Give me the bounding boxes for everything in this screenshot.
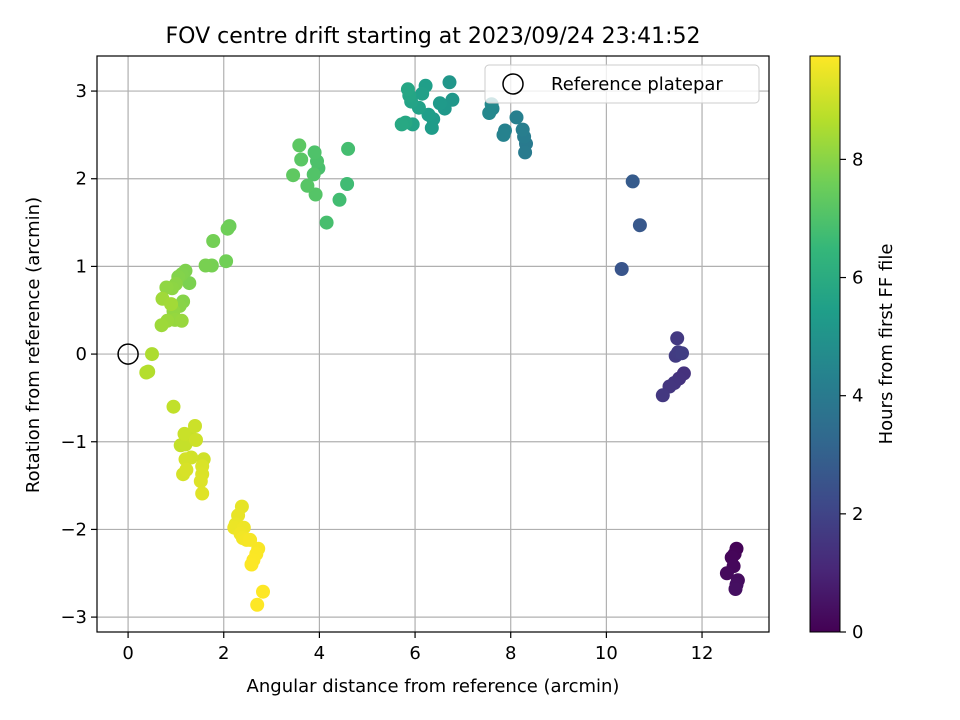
data-point [424,120,439,135]
data-point [219,254,234,269]
data-point [719,566,734,581]
data-point [195,486,210,501]
data-point [294,152,309,167]
data-point [340,177,355,191]
data-point [670,331,685,346]
data-point [145,347,159,362]
data-point [256,584,270,599]
data-point [332,192,347,207]
data-point [178,452,193,467]
data-point [496,127,511,142]
legend-box [484,64,760,104]
data-point [164,297,179,312]
x-tick-label: 12 [691,643,714,664]
data-point [625,174,640,189]
data-point [675,346,689,361]
y-tick-label: 3 [76,81,87,102]
data-point [220,221,235,236]
data-point [300,178,315,193]
data-point [421,107,436,122]
data-point [432,96,447,111]
colorbar-tick-label: 2 [852,504,863,525]
colorbar-frame [809,55,841,633]
colorbar-tick-label: 0 [852,622,863,643]
colorbar-tick-label: 4 [852,386,863,407]
data-point [614,262,629,276]
data-point [394,117,409,132]
y-tick-label: 2 [76,169,87,190]
data-point [286,168,301,183]
data-point [166,399,181,414]
data-point [415,86,430,101]
data-point [139,365,154,380]
data-point [728,582,743,596]
legend-label-reference: Reference platepar [551,74,723,95]
x-tick-label: 6 [409,643,420,664]
data-point [341,141,356,156]
data-point [655,388,670,403]
y-tick-label: −3 [60,607,87,628]
legend: Reference platepar [484,64,760,104]
data-point [292,138,307,153]
data-point [243,532,258,547]
data-point [174,313,189,328]
data-point [319,215,334,230]
colorbar: 0 2 4 6 8 Hours from first FF file [809,55,897,643]
colorbar-tick-label: 8 [852,149,863,170]
plot-frame [96,55,770,633]
data-point [400,82,415,97]
colorbar-tick-label: 6 [852,268,863,289]
x-axis-label: Angular distance from reference (arcmin) [247,676,620,697]
colorbar-ticks: 0 2 4 6 8 [840,149,863,643]
data-point [188,419,202,433]
data-point [632,218,647,233]
x-tick-label: 4 [314,643,325,664]
grid-layer [97,56,769,632]
data-point [515,122,530,137]
data-point [509,110,524,125]
data-point [308,187,323,202]
data-point [306,167,321,182]
data-point [154,318,169,333]
y-tick-label: −1 [60,432,87,453]
data-point [193,474,208,489]
chart-title: FOV centre drift starting at 2023/09/24 … [166,24,701,49]
data-point [177,426,192,441]
x-tick-label: 0 [122,643,133,664]
data-point [198,258,213,273]
data-point [206,234,221,248]
data-point [159,280,174,295]
data-point [250,597,265,612]
y-tick-label: 0 [76,344,87,365]
reference-platepar-marker [117,343,139,365]
data-point [189,433,203,447]
data-point [244,557,259,572]
colorbar-label: Hours from first FF file [876,244,897,445]
x-tick-label: 10 [595,643,618,664]
x-tick-label: 8 [505,643,516,664]
y-tick-label: 1 [76,256,87,277]
points-layer [117,75,745,612]
data-point [307,145,322,160]
data-point [179,462,194,477]
x-tick-label: 2 [218,643,229,664]
data-point [442,75,457,90]
y-tick-label: −2 [60,519,87,540]
y-axis-label: Rotation from reference (arcmin) [23,197,44,493]
legend-marker-reference [502,73,524,95]
colorbar-gradient [810,56,840,632]
data-point [518,145,533,160]
